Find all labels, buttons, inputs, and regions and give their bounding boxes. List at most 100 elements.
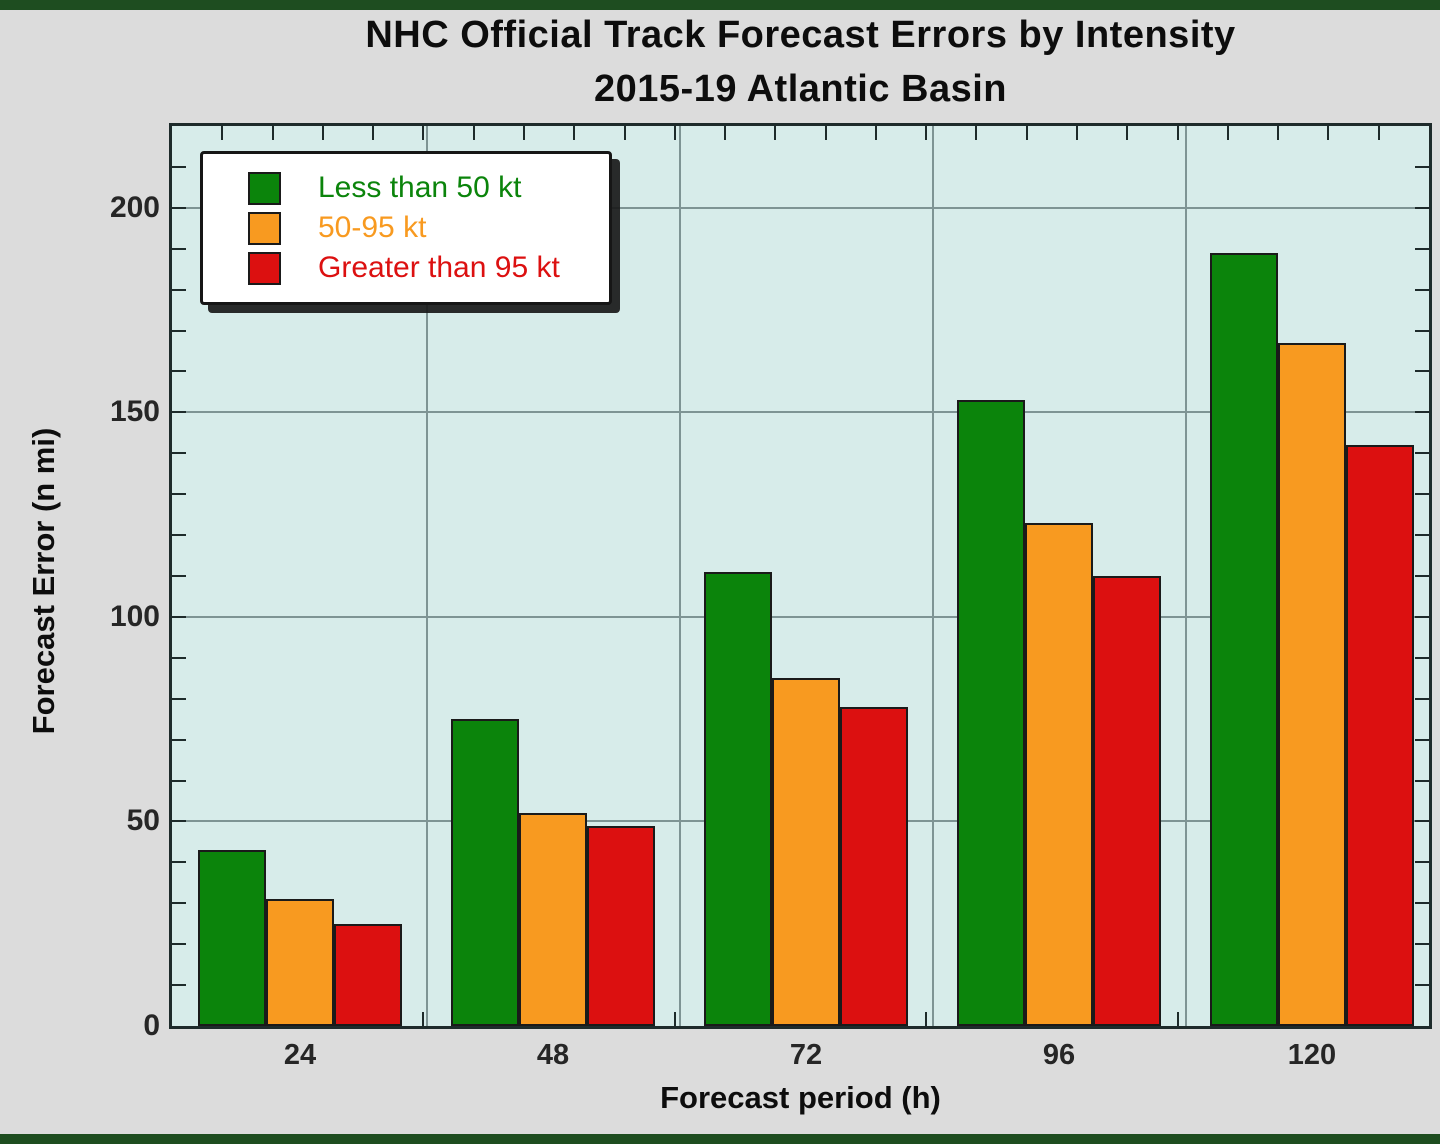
x-minor-tick	[874, 126, 877, 140]
y-minor-tick	[172, 943, 186, 946]
bar-greater-than-95-kt-120h	[1346, 445, 1414, 1026]
legend-label: 50-95 kt	[318, 211, 427, 244]
bar-greater-than-95-kt-96h	[1093, 576, 1161, 1026]
x-minor-tick	[321, 126, 324, 140]
legend-swatch-red	[248, 251, 281, 285]
x-minor-tick	[573, 126, 576, 140]
x-gridline	[678, 126, 681, 1026]
x-minor-tick	[724, 126, 727, 140]
y-minor-tick	[172, 411, 186, 414]
y-minor-tick	[1415, 697, 1429, 700]
y-minor-tick	[1415, 943, 1429, 946]
x-minor-tick	[372, 126, 375, 140]
x-minor-tick	[975, 126, 978, 140]
legend-row: 50-95 kt	[248, 208, 589, 248]
x-minor-tick	[1327, 126, 1330, 140]
x-minor-tick	[774, 126, 777, 140]
y-minor-tick	[1415, 656, 1429, 659]
bar-50-95-kt-72h	[772, 678, 840, 1026]
chart-title: NHC Official Track Forecast Errors by In…	[365, 14, 1236, 56]
x-gridline	[931, 126, 934, 1026]
y-minor-tick	[1415, 206, 1429, 209]
legend-label: Greater than 95 kt	[318, 251, 560, 284]
y-minor-tick	[172, 206, 186, 209]
y-minor-tick	[1415, 329, 1429, 332]
x-tick-label: 24	[283, 1039, 317, 1071]
y-minor-tick	[1415, 779, 1429, 782]
y-minor-tick	[1415, 615, 1429, 618]
y-minor-tick	[172, 452, 186, 455]
chart-subtitle: 2015-19 Atlantic Basin	[594, 68, 1007, 110]
y-minor-tick	[1415, 452, 1429, 455]
y-minor-tick	[172, 288, 186, 291]
y-minor-tick	[1415, 575, 1429, 577]
legend-row: Greater than 95 kt	[248, 248, 589, 288]
y-minor-tick	[1415, 247, 1429, 250]
x-tick-label: 120	[1287, 1039, 1337, 1071]
legend-label: Less than 50 kt	[318, 171, 522, 204]
x-minor-tick	[1176, 1012, 1179, 1026]
bar-50-95-kt-24h	[266, 899, 334, 1026]
bar-less-than-50-kt-24h	[198, 850, 266, 1026]
x-minor-tick	[472, 126, 475, 140]
x-minor-tick	[1377, 126, 1380, 140]
legend-swatch-green	[248, 171, 281, 205]
x-gridline	[425, 126, 428, 1026]
x-minor-tick	[271, 126, 274, 140]
y-minor-tick	[172, 861, 186, 864]
y-minor-tick	[1415, 534, 1429, 537]
x-minor-tick	[623, 126, 626, 140]
y-tick-label: 200	[109, 190, 160, 224]
bar-greater-than-95-kt-72h	[840, 706, 908, 1026]
legend-swatch-orange	[248, 211, 281, 245]
x-tick-label: 72	[789, 1039, 823, 1071]
top-border-strip	[0, 0, 1440, 10]
x-minor-tick	[925, 1012, 928, 1026]
y-minor-tick	[1415, 165, 1429, 168]
y-minor-tick	[172, 902, 186, 905]
bar-50-95-kt-96h	[1025, 522, 1093, 1026]
y-minor-tick	[172, 615, 186, 618]
y-minor-tick	[172, 656, 186, 659]
bar-less-than-50-kt-48h	[451, 719, 519, 1026]
x-axis-tick-labels: 24 48 72 96 120	[172, 1036, 1429, 1074]
bar-greater-than-95-kt-48h	[587, 825, 655, 1026]
x-minor-tick	[673, 1012, 676, 1026]
y-minor-tick	[1415, 738, 1429, 741]
x-minor-tick	[1176, 126, 1179, 140]
y-minor-tick	[1415, 902, 1429, 905]
x-gridline	[1184, 126, 1187, 1026]
y-minor-tick	[1415, 820, 1429, 823]
bar-50-95-kt-48h	[519, 813, 587, 1026]
chart-title-block: NHC Official Track Forecast Errors by In…	[172, 8, 1429, 116]
bar-50-95-kt-120h	[1278, 342, 1346, 1026]
x-tick-label: 96	[1042, 1039, 1076, 1071]
y-tick-label: 0	[143, 1009, 160, 1042]
bar-less-than-50-kt-120h	[1210, 252, 1278, 1026]
y-minor-tick	[1415, 493, 1429, 496]
x-axis-title: Forecast period (h)	[660, 1080, 941, 1115]
y-minor-tick	[172, 984, 186, 987]
y-minor-tick	[172, 697, 186, 700]
y-minor-tick	[172, 329, 186, 332]
y-tick-label: 50	[126, 804, 160, 838]
x-minor-tick	[824, 126, 827, 140]
y-axis-tick-labels: 0 50 100 150 200	[0, 126, 160, 1041]
x-tick-label: 48	[536, 1039, 570, 1071]
y-gridline	[172, 206, 1429, 209]
y-minor-tick	[1415, 288, 1429, 291]
bottom-border-strip	[0, 1134, 1440, 1144]
x-minor-tick	[1226, 126, 1229, 140]
y-tick-label: 100	[109, 599, 160, 633]
bar-greater-than-95-kt-24h	[334, 923, 402, 1026]
bar-less-than-50-kt-96h	[957, 400, 1025, 1026]
y-gridline	[172, 615, 1429, 618]
y-minor-tick	[172, 534, 186, 537]
x-minor-tick	[522, 126, 525, 140]
y-minor-tick	[172, 165, 186, 168]
x-minor-tick	[422, 1012, 425, 1026]
x-minor-tick	[1277, 126, 1280, 140]
y-minor-tick	[1415, 411, 1429, 414]
x-minor-tick	[673, 126, 676, 140]
